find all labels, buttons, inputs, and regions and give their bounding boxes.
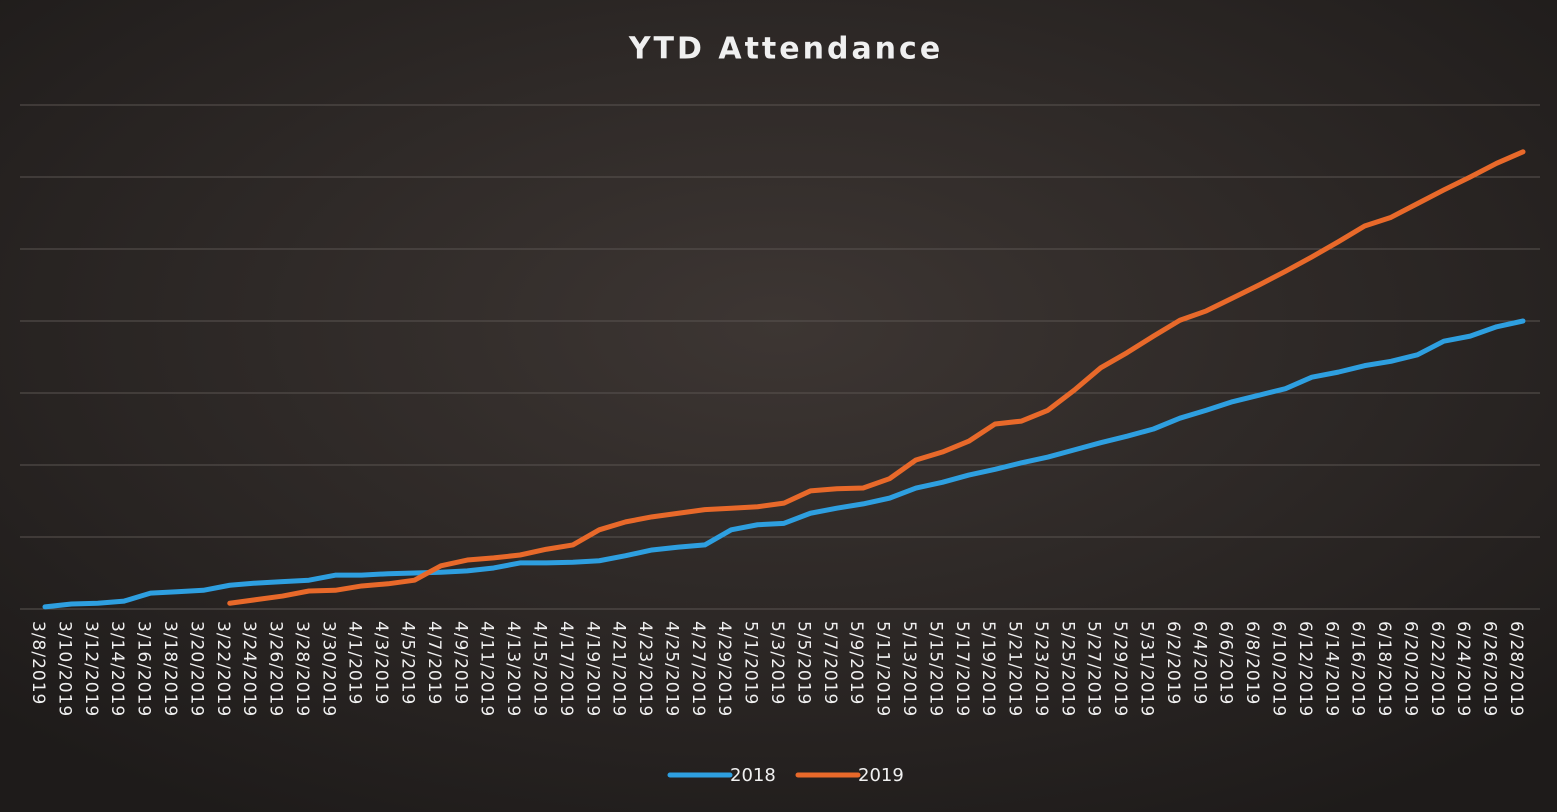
lines [42,149,1526,610]
x-tick-label: 3/30/2019 [318,621,338,717]
x-tick-label: 3/26/2019 [266,621,286,717]
x-tick-label: 4/3/2019 [371,621,391,705]
x-tick-label: 4/27/2019 [688,621,708,717]
x-tick-label: 3/12/2019 [81,621,101,717]
x-tick-label: 4/7/2019 [424,621,444,705]
x-tick-label: 3/8/2019 [28,621,48,705]
x-tick-label: 5/27/2019 [1084,621,1104,717]
series-line [227,149,1526,606]
x-tick-label: 5/5/2019 [793,621,813,705]
x-tick-label: 4/29/2019 [714,621,734,717]
x-tick-label: 4/5/2019 [398,621,418,705]
x-tick-label: 5/9/2019 [846,621,866,705]
x-tick-label: 3/20/2019 [186,621,206,717]
x-tick-label: 3/14/2019 [107,621,127,717]
x-tick-label: 4/23/2019 [635,621,655,717]
x-tick-label: 3/10/2019 [54,621,74,717]
x-tick-label: 6/4/2019 [1189,621,1209,705]
x-tick-label: 4/15/2019 [529,621,549,717]
x-tick-label: 6/6/2019 [1216,621,1236,705]
x-tick-label: 5/21/2019 [1005,621,1025,717]
x-tick-label: 3/28/2019 [292,621,312,717]
x-tick-label: 6/20/2019 [1400,621,1420,717]
x-tick-label: 5/29/2019 [1110,621,1130,717]
legend-label: 2019 [858,765,904,786]
x-tick-label: 6/10/2019 [1268,621,1288,717]
x-tick-label: 5/3/2019 [767,621,787,705]
legend-label: 2018 [730,765,776,786]
x-tick-label: 4/21/2019 [609,621,629,717]
x-tick-label: 6/28/2019 [1506,621,1526,717]
series-line [42,318,1526,610]
x-tick-label: 4/25/2019 [661,621,681,717]
x-tick-label: 6/12/2019 [1295,621,1315,717]
x-tick-label: 5/7/2019 [820,621,840,705]
x-tick-label: 5/11/2019 [873,621,893,717]
x-tick-label: 5/19/2019 [978,621,998,717]
x-tick-label: 3/18/2019 [160,621,180,717]
x-tick-label: 6/26/2019 [1480,621,1500,717]
x-tick-label: 5/31/2019 [1137,621,1157,717]
x-tick-label: 5/13/2019 [899,621,919,717]
x-tick-label: 4/17/2019 [556,621,576,717]
x-tick-label: 5/1/2019 [741,621,761,705]
x-tick-label: 4/19/2019 [582,621,602,717]
x-tick-label: 5/25/2019 [1057,621,1077,717]
x-tick-label: 5/15/2019 [925,621,945,717]
x-tick-label: 5/23/2019 [1031,621,1051,717]
x-tick-label: 6/14/2019 [1321,621,1341,717]
grid [20,104,1540,610]
x-axis: 3/8/2019 3/10/2019 3/12/2019 3/14/2019 3/16/… [28,621,1526,717]
x-tick-label: 4/9/2019 [450,621,470,705]
x-tick-label: 6/8/2019 [1242,621,1262,705]
x-tick-label: 3/16/2019 [134,621,154,717]
x-tick-label: 6/18/2019 [1374,621,1394,717]
x-tick-label: 6/24/2019 [1453,621,1473,717]
x-tick-label: 3/24/2019 [239,621,259,717]
x-tick-label: 5/17/2019 [952,621,972,717]
x-tick-label: 4/1/2019 [345,621,365,705]
x-tick-label: 4/13/2019 [503,621,523,717]
legend: 2018 2019 [667,765,904,786]
x-tick-label: 4/11/2019 [477,621,497,717]
x-tick-label: 6/2/2019 [1163,621,1183,705]
chart-title: YTD Attendance [628,32,943,67]
x-tick-label: 3/22/2019 [213,621,233,717]
x-tick-label: 6/22/2019 [1427,621,1447,717]
x-tick-label: 6/16/2019 [1348,621,1368,717]
